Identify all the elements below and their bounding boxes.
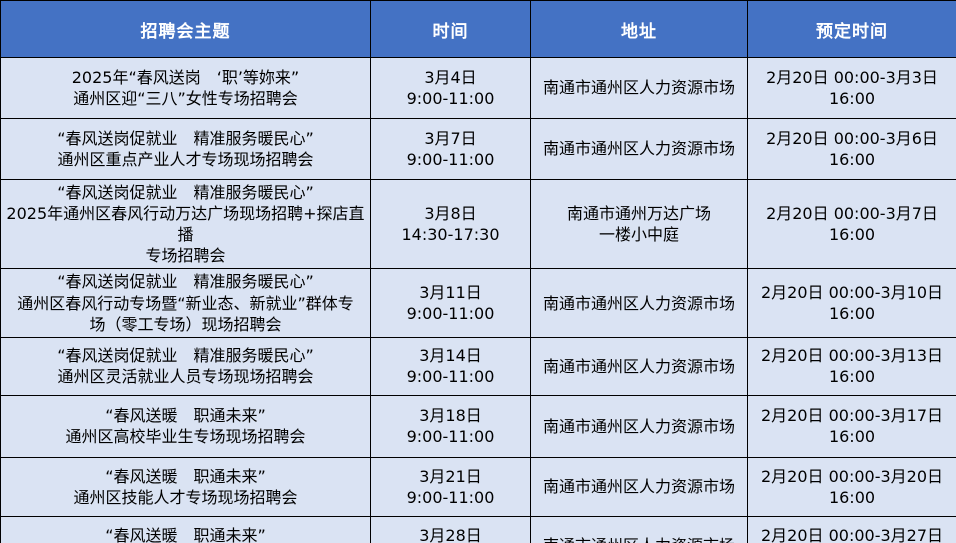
cell-address: 南通市通州区人力资源市场 <box>530 268 748 338</box>
cell-address: 南通市通州区人力资源市场 <box>530 456 748 517</box>
cell-booking: 2月20日 00:00-3月13日 16:00 <box>747 336 956 396</box>
cell-address: 南通市通州区人力资源市场 <box>530 57 748 119</box>
cell-theme: “春风送岗促就业 精准服务暖民心” 通州区灵活就业人员专场现场招聘会 <box>0 336 371 396</box>
cell-time: 3月18日 9:00-11:00 <box>370 394 531 458</box>
cell-booking: 2月20日 00:00-3月3日 16:00 <box>747 57 956 119</box>
cell-time: 3月7日 9:00-11:00 <box>370 118 531 180</box>
table-row: “春风送暖 职通未来” 通州区技能人才专场现场招聘会 3月21日 9:00-11… <box>0 456 956 517</box>
cell-theme: “春风送暖 职通未来” 通州区技能人才专场现场招聘会 <box>0 456 371 517</box>
cell-address: 南通市通州区人力资源市场 <box>530 515 748 543</box>
cell-booking: 2月20日 00:00-3月20日 16:00 <box>747 456 956 517</box>
cell-booking: 2月20日 00:00-3月27日 16:00 <box>747 515 956 543</box>
cell-theme: “春风送暖 职通未来” 通州区高校毕业生专场现场招聘会 <box>0 394 371 458</box>
cell-time: 3月21日 9:00-11:00 <box>370 456 531 517</box>
table-row: “春风送暖 职通未来” 通州区高校毕业生专场现场招聘会 3月18日 9:00-1… <box>0 394 956 458</box>
table-row: “春风送岗促就业 精准服务暖民心” 2025年通州区春风行动万达广场现场招聘+探… <box>0 178 956 270</box>
table-row: 2025年“春风送岗 ‘职’等妳来” 通州区迎“三八”女性专场招聘会 3月4日 … <box>0 57 956 119</box>
table-row: “春风送岗促就业 精准服务暖民心” 通州区重点产业人才专场现场招聘会 3月7日 … <box>0 118 956 180</box>
column-header-time: 时间 <box>370 0 531 58</box>
header-row: 招聘会主题 时间 地址 预定时间 <box>0 0 956 58</box>
cell-address: 南通市通州区人力资源市场 <box>530 118 748 180</box>
table-row: “春风送岗促就业 精准服务暖民心” 通州区灵活就业人员专场现场招聘会 3月14日… <box>0 336 956 396</box>
table-row: “春风送岗促就业 精准服务暖民心” 通州区春风行动专场暨“新业态、新就业”群体专… <box>0 268 956 338</box>
cell-address: 南通市通州万达广场 一楼小中庭 <box>530 178 748 270</box>
cell-time: 3月11日 9:00-11:00 <box>370 268 531 338</box>
cell-time: 3月28日 9:00-11:00 <box>370 515 531 543</box>
column-header-theme: 招聘会主题 <box>0 0 371 58</box>
cell-time: 3月14日 9:00-11:00 <box>370 336 531 396</box>
cell-time: 3月4日 9:00-11:00 <box>370 57 531 119</box>
cell-address: 南通市通州区人力资源市场 <box>530 336 748 396</box>
cell-booking: 2月20日 00:00-3月6日 16:00 <box>747 118 956 180</box>
cell-theme: “春风送暖 职通未来” 通州区就业困难人员专场现场招聘会 <box>0 515 371 543</box>
cell-theme: “春风送岗促就业 精准服务暖民心” 通州区重点产业人才专场现场招聘会 <box>0 118 371 180</box>
cell-theme: 2025年“春风送岗 ‘职’等妳来” 通州区迎“三八”女性专场招聘会 <box>0 57 371 119</box>
cell-booking: 2月20日 00:00-3月17日 16:00 <box>747 394 956 458</box>
cell-booking: 2月20日 00:00-3月10日 16:00 <box>747 268 956 338</box>
column-header-address: 地址 <box>530 0 748 58</box>
cell-time: 3月8日 14:30-17:30 <box>370 178 531 270</box>
column-header-booking: 预定时间 <box>747 0 956 58</box>
cell-theme: “春风送岗促就业 精准服务暖民心” 2025年通州区春风行动万达广场现场招聘+探… <box>0 178 371 270</box>
cell-booking: 2月20日 00:00-3月7日 16:00 <box>747 178 956 270</box>
table-row: “春风送暖 职通未来” 通州区就业困难人员专场现场招聘会 3月28日 9:00-… <box>0 515 956 543</box>
cell-theme: “春风送岗促就业 精准服务暖民心” 通州区春风行动专场暨“新业态、新就业”群体专… <box>0 268 371 338</box>
cell-address: 南通市通州区人力资源市场 <box>530 394 748 458</box>
